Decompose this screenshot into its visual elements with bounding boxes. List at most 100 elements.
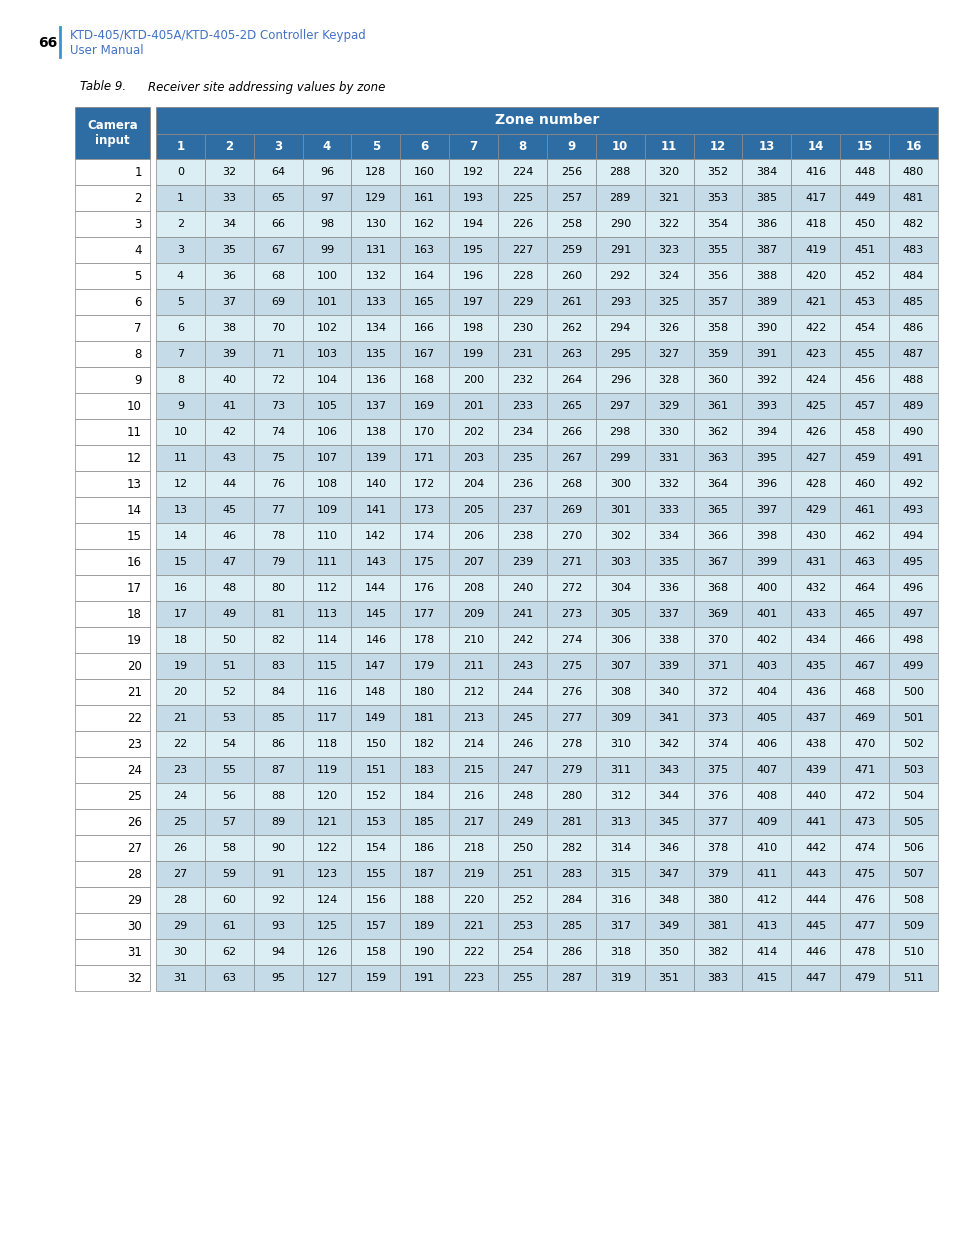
Text: 504: 504 bbox=[902, 790, 923, 802]
Bar bbox=[888, 887, 937, 913]
Text: 427: 427 bbox=[804, 453, 825, 463]
Text: 389: 389 bbox=[756, 296, 777, 308]
Text: 195: 195 bbox=[462, 245, 484, 254]
Bar bbox=[546, 783, 596, 809]
Text: 250: 250 bbox=[512, 844, 533, 853]
Bar bbox=[400, 522, 449, 550]
Bar bbox=[302, 887, 351, 913]
Bar bbox=[302, 913, 351, 939]
Text: 187: 187 bbox=[414, 869, 435, 879]
Bar bbox=[888, 315, 937, 341]
Text: 154: 154 bbox=[365, 844, 386, 853]
Bar bbox=[449, 679, 497, 705]
Text: 458: 458 bbox=[853, 427, 875, 437]
Bar bbox=[644, 705, 693, 731]
Text: 15: 15 bbox=[127, 530, 142, 542]
Bar bbox=[351, 263, 400, 289]
Text: 13: 13 bbox=[758, 140, 774, 153]
Bar bbox=[449, 965, 497, 990]
Text: 83: 83 bbox=[271, 661, 285, 671]
Text: 145: 145 bbox=[365, 609, 386, 619]
Text: 224: 224 bbox=[512, 167, 533, 177]
Text: 379: 379 bbox=[707, 869, 728, 879]
Text: 436: 436 bbox=[804, 687, 825, 697]
Text: 75: 75 bbox=[271, 453, 285, 463]
Bar bbox=[497, 731, 546, 757]
Text: 50: 50 bbox=[222, 635, 236, 645]
Bar bbox=[644, 315, 693, 341]
Bar bbox=[400, 861, 449, 887]
Bar bbox=[351, 315, 400, 341]
Bar bbox=[497, 913, 546, 939]
Bar bbox=[253, 861, 302, 887]
Text: 256: 256 bbox=[560, 167, 581, 177]
Text: 480: 480 bbox=[902, 167, 923, 177]
Text: 9: 9 bbox=[134, 373, 142, 387]
Bar bbox=[840, 601, 888, 627]
Bar bbox=[449, 653, 497, 679]
Bar bbox=[497, 679, 546, 705]
Bar bbox=[400, 809, 449, 835]
Bar bbox=[497, 263, 546, 289]
Bar bbox=[596, 939, 644, 965]
Text: 234: 234 bbox=[512, 427, 533, 437]
Bar bbox=[497, 211, 546, 237]
Text: 241: 241 bbox=[512, 609, 533, 619]
Bar bbox=[205, 159, 253, 185]
Text: 343: 343 bbox=[658, 764, 679, 776]
Text: 347: 347 bbox=[658, 869, 679, 879]
Bar bbox=[693, 653, 741, 679]
Text: 60: 60 bbox=[222, 895, 236, 905]
Bar bbox=[302, 159, 351, 185]
Bar bbox=[840, 237, 888, 263]
Bar bbox=[546, 601, 596, 627]
Bar bbox=[205, 809, 253, 835]
Text: 299: 299 bbox=[609, 453, 630, 463]
Text: 366: 366 bbox=[707, 531, 728, 541]
Text: Table 9.: Table 9. bbox=[80, 80, 126, 94]
Text: 302: 302 bbox=[609, 531, 630, 541]
Text: 257: 257 bbox=[560, 193, 581, 203]
Text: 105: 105 bbox=[316, 401, 337, 411]
Text: 326: 326 bbox=[658, 324, 679, 333]
Bar bbox=[75, 211, 150, 237]
Text: 346: 346 bbox=[658, 844, 679, 853]
Bar bbox=[791, 705, 840, 731]
Text: 120: 120 bbox=[316, 790, 337, 802]
Bar bbox=[644, 757, 693, 783]
Bar bbox=[840, 367, 888, 393]
Text: 482: 482 bbox=[902, 219, 923, 228]
Bar bbox=[253, 471, 302, 496]
Bar bbox=[497, 757, 546, 783]
Bar bbox=[888, 211, 937, 237]
Text: KTD-405/KTD-405A/KTD-405-2D Controller Keypad: KTD-405/KTD-405A/KTD-405-2D Controller K… bbox=[70, 28, 365, 42]
Bar bbox=[741, 965, 791, 990]
Text: 442: 442 bbox=[804, 844, 825, 853]
Bar bbox=[205, 576, 253, 601]
Bar bbox=[449, 237, 497, 263]
Text: 265: 265 bbox=[560, 401, 581, 411]
Text: 266: 266 bbox=[560, 427, 581, 437]
Bar bbox=[644, 939, 693, 965]
Text: 328: 328 bbox=[658, 375, 679, 385]
Bar bbox=[205, 887, 253, 913]
Text: 483: 483 bbox=[902, 245, 923, 254]
Text: 484: 484 bbox=[902, 270, 923, 282]
Bar bbox=[840, 159, 888, 185]
Bar bbox=[449, 185, 497, 211]
Text: 147: 147 bbox=[365, 661, 386, 671]
Text: 196: 196 bbox=[462, 270, 484, 282]
Bar bbox=[840, 135, 888, 159]
Text: 37: 37 bbox=[222, 296, 236, 308]
Text: 26: 26 bbox=[173, 844, 188, 853]
Text: 166: 166 bbox=[414, 324, 435, 333]
Bar bbox=[302, 705, 351, 731]
Bar bbox=[302, 679, 351, 705]
Bar bbox=[546, 211, 596, 237]
Text: 490: 490 bbox=[902, 427, 923, 437]
Bar bbox=[644, 419, 693, 445]
Bar bbox=[596, 445, 644, 471]
Bar bbox=[693, 550, 741, 576]
Text: 425: 425 bbox=[804, 401, 825, 411]
Text: 107: 107 bbox=[316, 453, 337, 463]
